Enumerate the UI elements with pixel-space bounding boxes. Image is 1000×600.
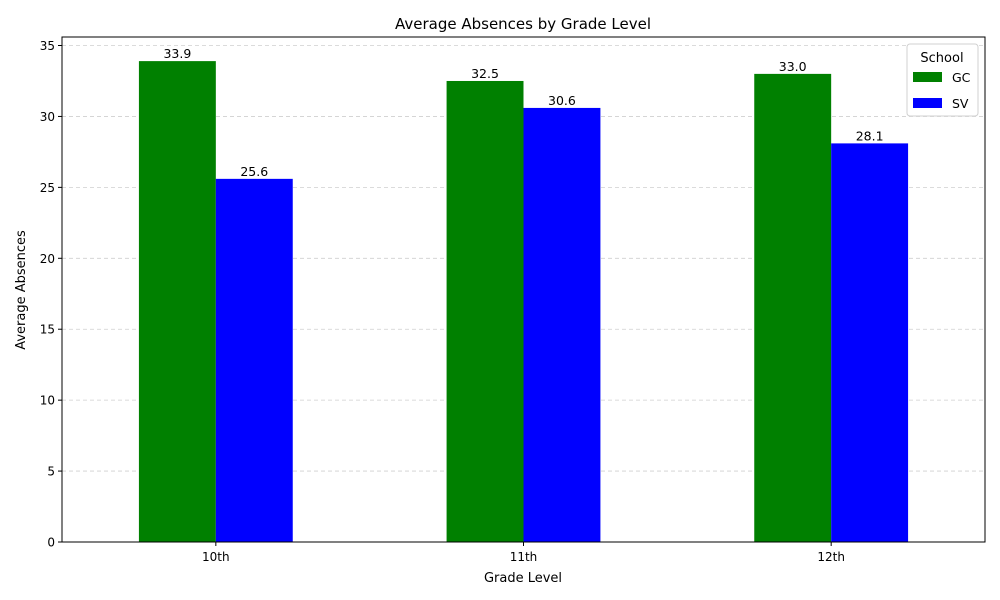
x-tick-label: 12th: [817, 550, 845, 564]
bar-gc-10th: [138, 61, 216, 542]
y-tick-label: 20: [40, 252, 55, 266]
y-tick-label: 35: [40, 39, 55, 53]
legend-label-sv: SV: [952, 96, 969, 111]
y-tick-label: 25: [40, 181, 55, 195]
y-tick-label: 10: [40, 394, 55, 408]
bar-sv-10th: [215, 178, 293, 542]
bar-value-label: 25.6: [240, 164, 268, 179]
y-tick-label: 15: [40, 323, 55, 337]
bar-gc-11th: [446, 80, 524, 542]
bar-sv-12th: [831, 143, 909, 542]
y-axis-label: Average Absences: [14, 230, 29, 350]
legend: School GC SV: [906, 43, 979, 117]
bar-value-label: 28.1: [856, 128, 884, 143]
bar-value-label: 33.9: [163, 46, 191, 61]
legend-title: School: [920, 51, 963, 66]
y-tick-label: 5: [47, 465, 55, 479]
x-axis-label: Grade Level: [484, 571, 562, 586]
y-axis: 0 5 10 15 20 25 30 35: [40, 39, 62, 550]
y-tick-label: 0: [47, 536, 55, 550]
chart-title: Average Absences by Grade Level: [395, 15, 651, 33]
bar-gc-12th: [754, 73, 832, 542]
x-tick-label: 10th: [202, 550, 230, 564]
bars: [138, 61, 909, 542]
bar-value-label: 30.6: [548, 93, 576, 108]
legend-label-gc: GC: [952, 70, 971, 85]
y-tick-label: 30: [40, 110, 55, 124]
x-axis: 10th 11th 12th: [202, 542, 845, 564]
bar-value-label: 33.0: [779, 59, 807, 74]
bar-sv-11th: [523, 107, 601, 542]
legend-swatch-gc: [913, 72, 942, 82]
legend-swatch-sv: [913, 98, 942, 108]
x-tick-label: 11th: [510, 550, 538, 564]
data-labels: 33.9 25.6 32.5 30.6 33.0 28.1: [163, 46, 883, 179]
bar-value-label: 32.5: [471, 66, 499, 81]
